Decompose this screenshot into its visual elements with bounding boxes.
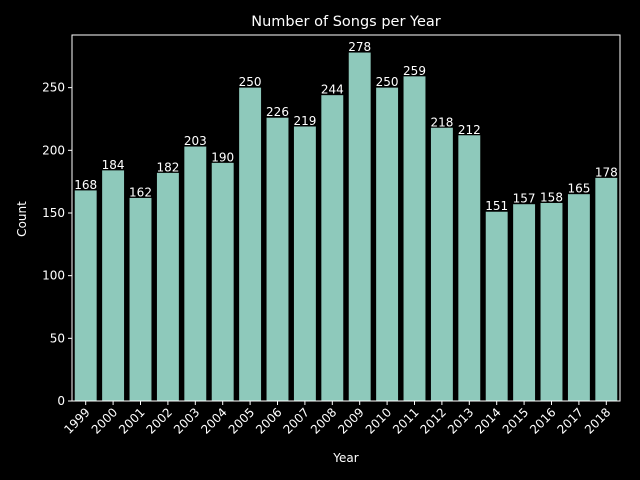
axes-layer: [71, 34, 621, 402]
bar-2010: [376, 87, 399, 401]
data-label-2007: 219: [293, 114, 316, 128]
y-tick-label-200: 200: [42, 143, 65, 157]
bar-2006: [266, 117, 289, 401]
bar-2000: [102, 170, 125, 401]
bar-2007: [293, 126, 316, 401]
data-label-2004: 190: [211, 150, 234, 164]
data-label-2003: 203: [184, 134, 207, 148]
bar-2016: [540, 202, 563, 401]
y-tick-label-100: 100: [42, 269, 65, 283]
bar-2017: [567, 194, 590, 401]
data-label-2010: 250: [376, 75, 399, 89]
data-labels-layer: 168 184 162 182 203 190 250 226 219 244 278 250 259 2…: [74, 40, 618, 213]
plot-frame: [71, 34, 621, 402]
data-label-2005: 250: [239, 75, 262, 89]
bar-2013: [458, 135, 481, 401]
bar-2014: [485, 211, 508, 401]
data-label-2000: 184: [102, 158, 125, 172]
y-axis-label: Count: [15, 201, 29, 237]
data-label-2006: 226: [266, 105, 289, 119]
y-tick-label-0: 0: [57, 394, 65, 408]
data-label-2009: 278: [348, 40, 371, 54]
bar-1999: [74, 190, 97, 401]
data-label-2014: 151: [485, 199, 508, 213]
data-label-2012: 218: [430, 115, 453, 129]
y-tick-label-250: 250: [42, 81, 65, 95]
bars-layer: [74, 52, 618, 402]
y-tick-label-150: 150: [42, 206, 65, 220]
data-label-1999: 168: [74, 178, 97, 192]
data-label-2008: 244: [321, 83, 344, 97]
bar-2012: [430, 127, 453, 401]
y-tick-label-50: 50: [50, 331, 65, 345]
y-ticks-layer: 0 50 100 150 200 250: [42, 81, 72, 408]
data-label-2015: 157: [513, 192, 536, 206]
bar-2003: [184, 146, 207, 401]
data-label-2018: 178: [595, 165, 618, 179]
data-label-2017: 165: [567, 182, 590, 196]
chart-title: Number of Songs per Year: [251, 14, 441, 30]
bar-2001: [129, 197, 152, 401]
bar-2011: [403, 76, 426, 402]
bar-2002: [156, 172, 179, 401]
data-label-2013: 212: [458, 123, 481, 137]
bar-2004: [211, 162, 234, 401]
data-label-2002: 182: [156, 160, 179, 174]
bar-2018: [595, 177, 618, 401]
data-label-2016: 158: [540, 190, 563, 204]
data-label-2011: 259: [403, 64, 426, 78]
x-axis-label: Year: [332, 451, 358, 465]
bar-2005: [239, 87, 262, 401]
bar-2009: [348, 52, 371, 402]
data-label-2001: 162: [129, 185, 152, 199]
bar-2015: [513, 204, 536, 401]
bar-2008: [321, 95, 344, 401]
